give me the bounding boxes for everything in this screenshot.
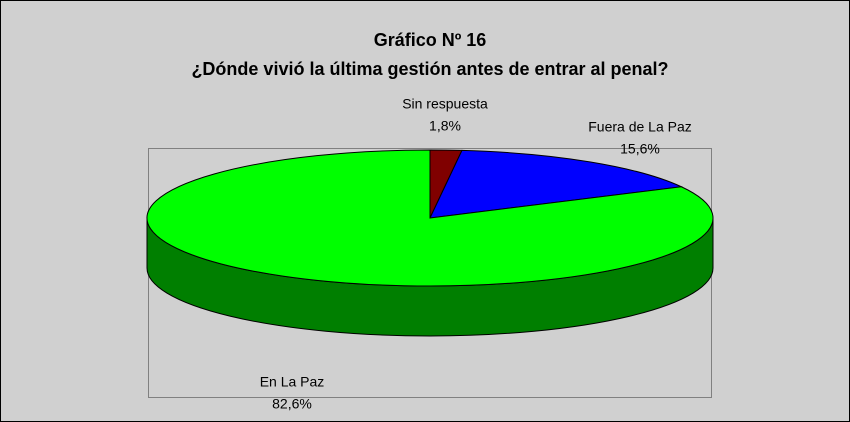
slice-value-label: 15,6% (620, 141, 660, 157)
pie-slice (429, 149, 684, 219)
chart-subtitle: ¿Dónde vivió la última gestión antes de … (191, 59, 668, 79)
slice-label: En La Paz (260, 374, 325, 390)
slice-label: Sin respuesta (402, 96, 488, 112)
chart-title: Gráfico Nº 16 (374, 30, 487, 50)
slice-value-label: 1,8% (429, 118, 461, 134)
slice-value-label: 82,6% (272, 396, 312, 412)
pie-slice (146, 149, 714, 287)
slice-label: Fuera de La Paz (588, 119, 692, 135)
